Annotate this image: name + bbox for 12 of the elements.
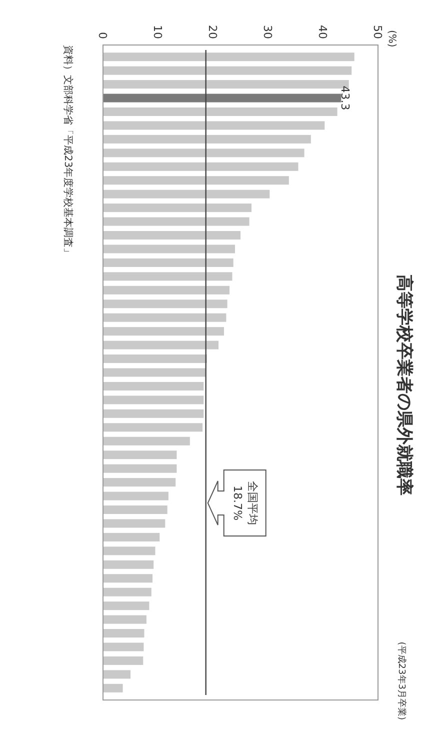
x-tick-label: 10 — [151, 25, 164, 39]
x-tick-label: 20 — [206, 25, 219, 39]
x-tick-label: 30 — [261, 25, 274, 39]
ref-line-label: 全国平均 18.7% — [230, 481, 259, 525]
text: (平成23年3月卒業) — [396, 642, 407, 720]
text: 高等学校卒業者の県外就職率 — [394, 274, 414, 496]
x-tick-label: 50 — [371, 25, 384, 39]
text: 資料）文部科学省「平成23年度学校基本調査」 — [62, 45, 74, 258]
data-label: 43.3 — [338, 86, 352, 110]
text: (%) — [386, 30, 397, 48]
x-tick-label: 0 — [96, 32, 109, 39]
x-tick-label: 40 — [316, 25, 329, 39]
